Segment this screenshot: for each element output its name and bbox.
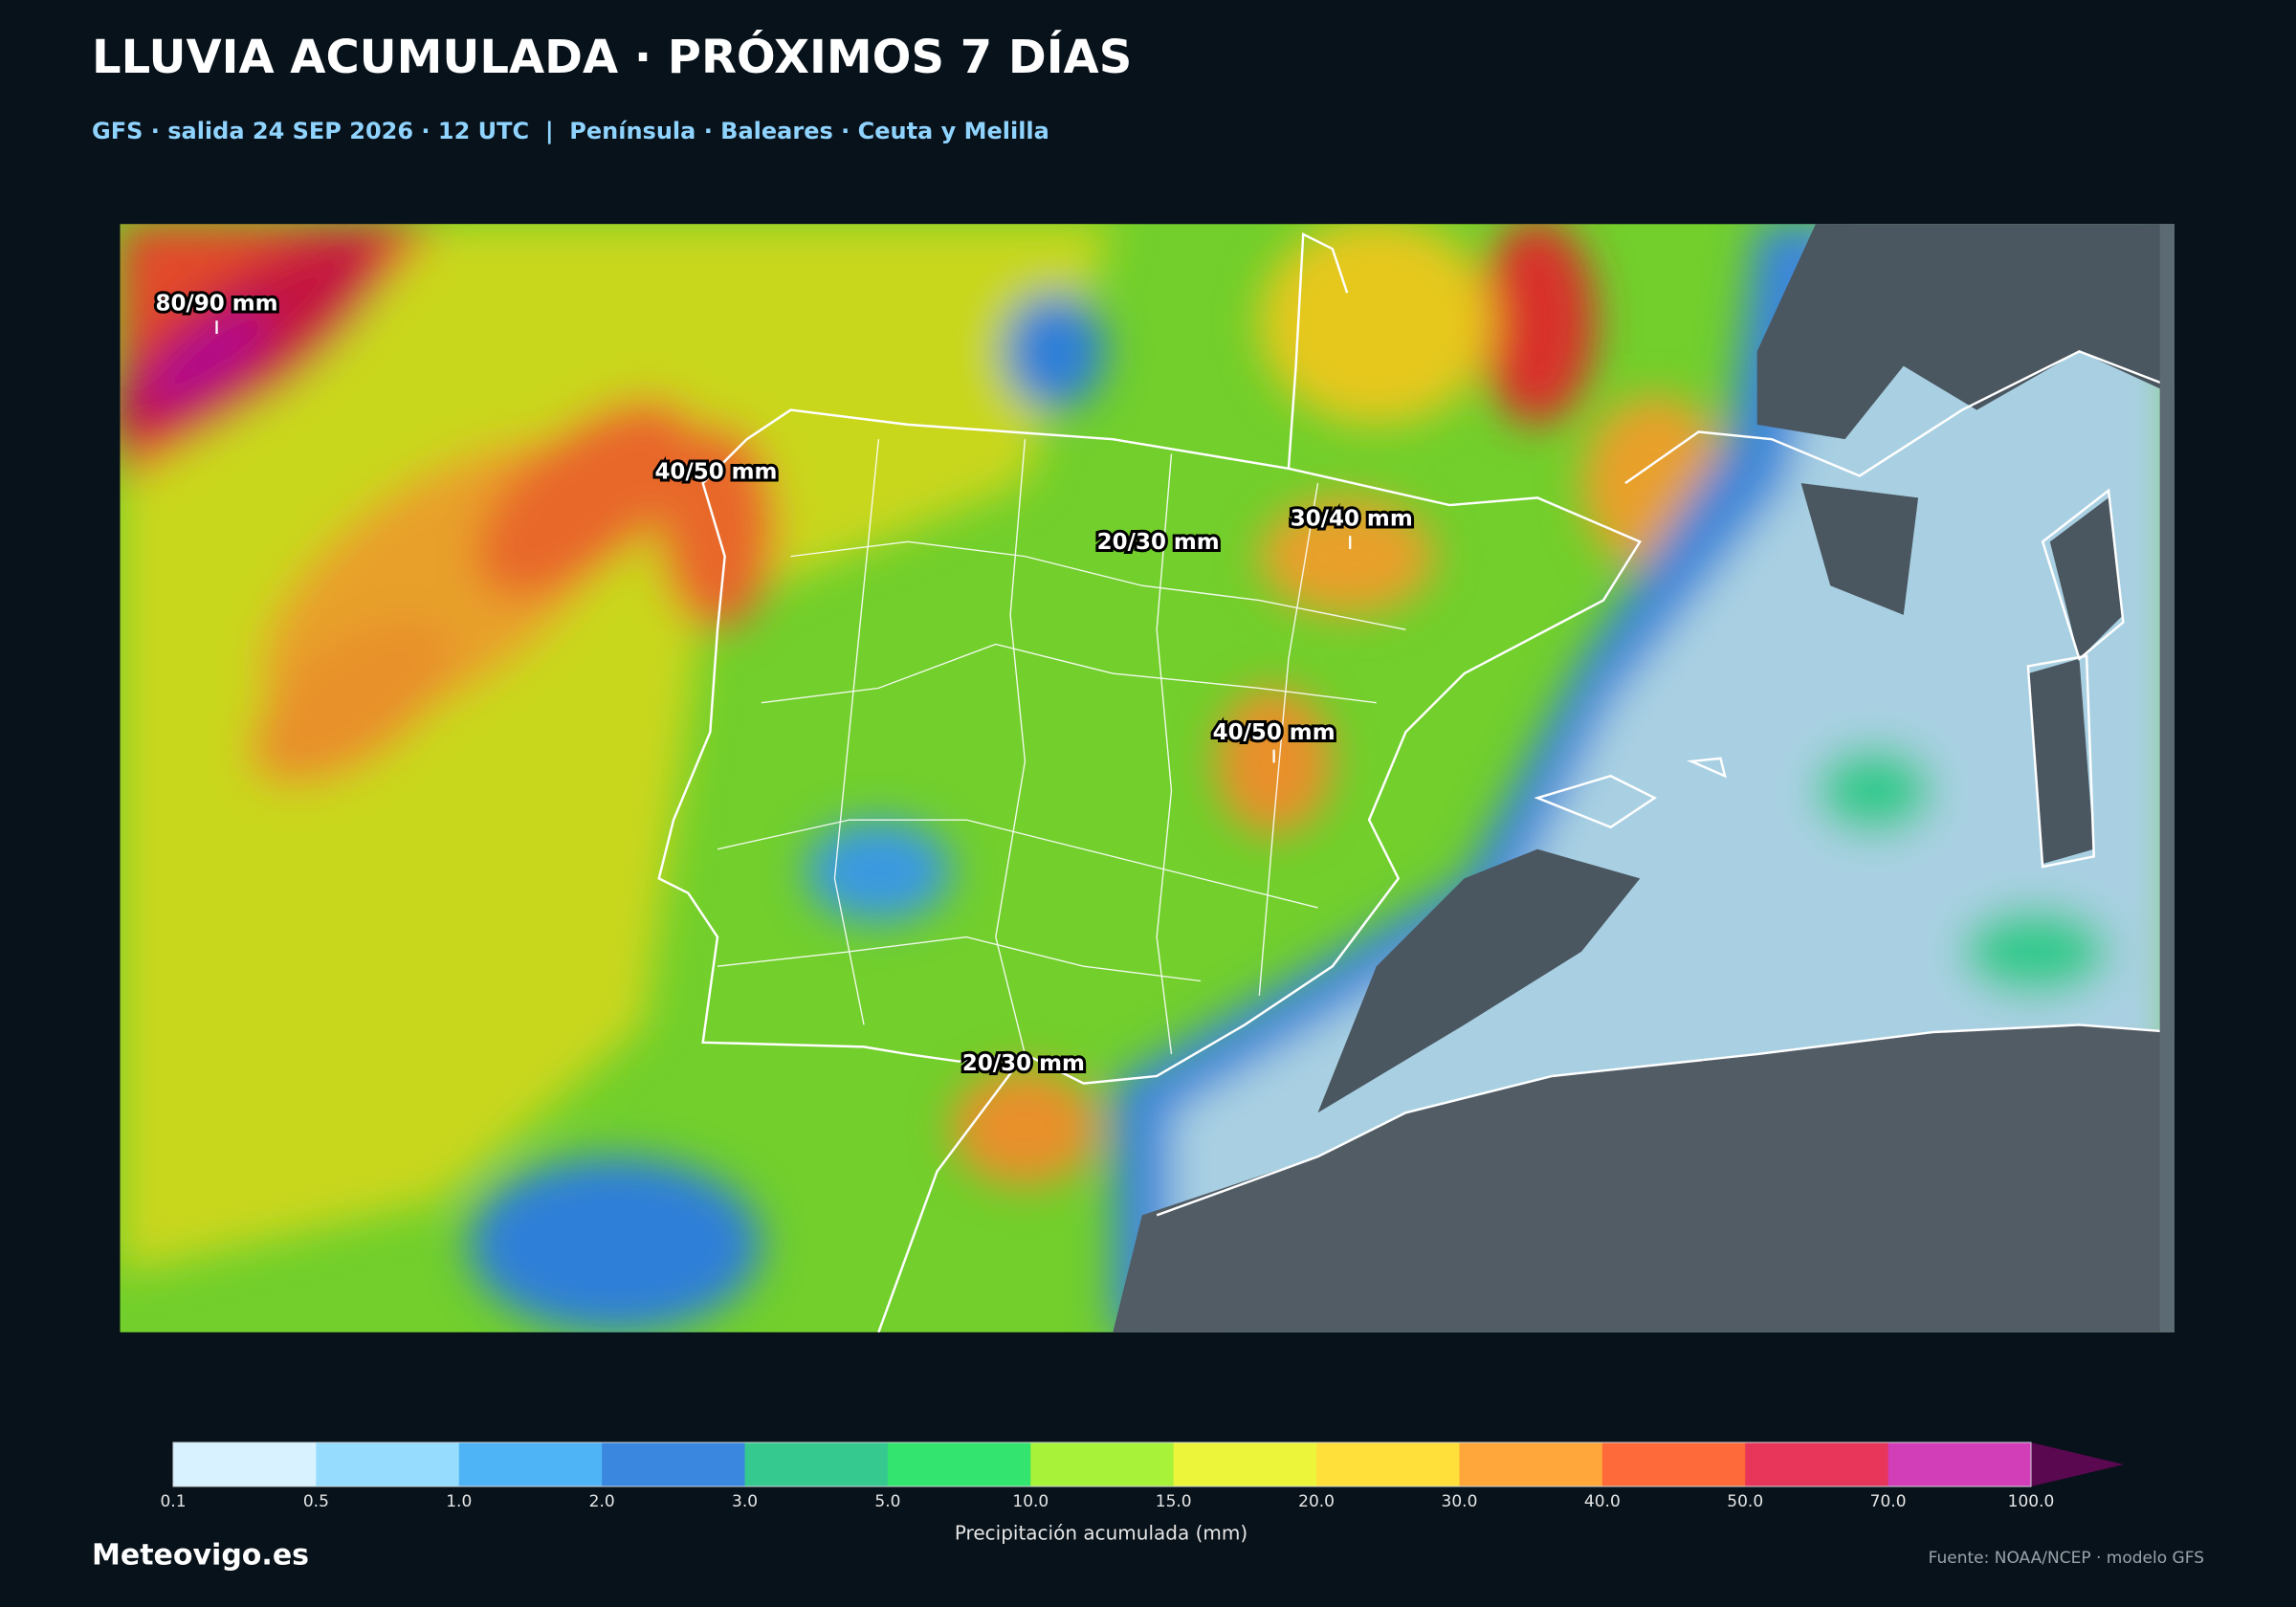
brand: Meteovigo.es [92, 1539, 309, 1573]
colorbar-tick-label: 10.0 [1012, 1492, 1049, 1511]
colorbar-title: Precipitación acumulada (mm) [955, 1522, 1247, 1545]
subtitle: GFS · salida 24 SEP 2026 · 12 UTC | Pení… [92, 118, 1049, 144]
source: Fuente: NOAA/NCEP · modelo GFS [1929, 1549, 2204, 1568]
colorbar-segment [887, 1442, 1031, 1486]
colorbar-tick-label: 100.0 [2008, 1492, 2055, 1511]
colorbar-tick-label: 0.1 [160, 1492, 186, 1511]
colorbar-segment [1745, 1442, 1889, 1486]
colorbar-segment [316, 1442, 460, 1486]
colorbar-segment [744, 1442, 889, 1486]
colorbar: 0.1 0.5 1.0 2.0 3.0 5.0 10.0 15.0 20.0 30.0 40.0 50… [160, 1442, 2124, 1511]
colorbar-tick-label: 0.5 [303, 1492, 329, 1511]
colorbar-segment [602, 1442, 746, 1486]
colorbar-tick-label: 5.0 [874, 1492, 900, 1511]
rain-label: 30/40 mm [1291, 506, 1413, 531]
colorbar-segment [173, 1442, 317, 1486]
colorbar-tick-label: 1.0 [446, 1492, 472, 1511]
colorbar-extend [2031, 1442, 2124, 1486]
colorbar-frame [172, 1442, 2032, 1487]
rain-label: 20/30 mm [962, 1051, 1085, 1076]
colorbar-tick-label: 40.0 [1584, 1492, 1621, 1511]
colorbar-segment [1459, 1442, 1603, 1486]
colorbar-tick-label: 2.0 [589, 1492, 615, 1511]
colorbar-segment [1316, 1442, 1460, 1486]
colorbar-tick-label: 3.0 [732, 1492, 758, 1511]
colorbar-segment [1173, 1442, 1317, 1486]
title: LLUVIA ACUMULADA · PRÓXIMOS 7 DÍAS [92, 30, 1132, 84]
colorbar-tick-label: 50.0 [1727, 1492, 1763, 1511]
colorbar-segment [1030, 1442, 1175, 1486]
colorbar-tick-label: 70.0 [1870, 1492, 1907, 1511]
colorbar-tick-label: 15.0 [1156, 1492, 1192, 1511]
rain-label: 20/30 mm [1097, 530, 1220, 555]
colorbar-segment [1601, 1442, 1746, 1486]
rain-label: 40/50 mm [654, 460, 777, 485]
colorbar-segment [458, 1442, 603, 1486]
map: 80/90 mm 40/50 mm 20/30 mm 30/40 mm 40/5… [120, 224, 2175, 1332]
colorbar-segment [1888, 1442, 2032, 1486]
colorbar-tick-label: 20.0 [1298, 1492, 1335, 1511]
colorbar-tick-label: 30.0 [1442, 1492, 1478, 1511]
rain-label: 80/90 mm [156, 291, 278, 316]
rain-label: 40/50 mm [1213, 720, 1336, 745]
